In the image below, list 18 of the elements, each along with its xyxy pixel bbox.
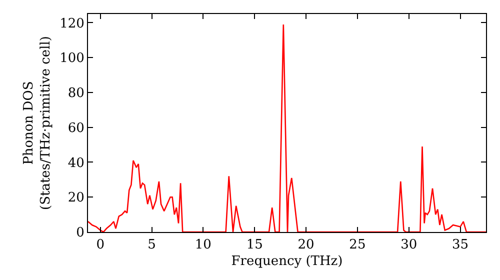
x-tick-label: 5 (148, 238, 156, 253)
y-tick-label: 80 (68, 86, 84, 102)
x-axis-title: Frequency (THz) (231, 254, 343, 270)
y-tick-label: 60 (68, 120, 84, 136)
y-tick-label: 0 (76, 226, 84, 241)
y-tick-label: 100 (60, 51, 84, 66)
y-axis-title: Phonon DOS (States/THz·primitive cell) (22, 36, 54, 210)
line-series (88, 24, 486, 232)
y-tick-label: 20 (68, 190, 84, 206)
x-tick-label: 30 (400, 238, 418, 253)
x-tick-label: 35 (452, 238, 469, 253)
x-tick-label: 25 (349, 238, 366, 253)
y-tick-label: 40 (68, 156, 84, 171)
x-tick-label: 20 (298, 238, 314, 253)
y-tick-label: 120 (60, 16, 84, 32)
x-tick-label: 0 (96, 238, 104, 253)
x-tick-label: 15 (246, 238, 263, 253)
x-tick-label: 10 (194, 238, 212, 253)
